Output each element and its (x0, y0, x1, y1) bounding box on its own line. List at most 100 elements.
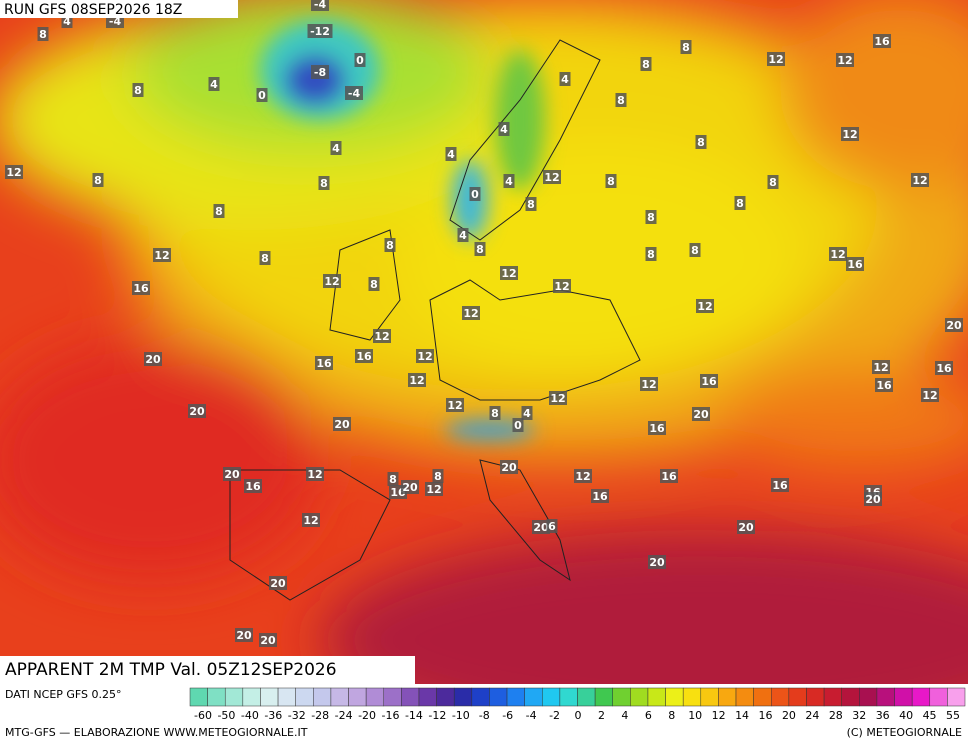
temperature-label: 8 (691, 244, 699, 257)
map-title: APPARENT 2M TMP Val. 05Z12SEP2026 (5, 660, 337, 680)
temperature-label: 4 (210, 78, 218, 91)
label-box (432, 469, 444, 483)
legend-swatch (506, 687, 525, 707)
header-box (0, 0, 238, 18)
temperature-label: 8 (647, 248, 655, 261)
temperature-label: 12 (842, 128, 857, 141)
temperature-label: 12 (409, 374, 424, 387)
legend-label: -12 (428, 709, 446, 722)
temperature-label: -4 (314, 0, 327, 11)
legend-swatch (348, 687, 367, 707)
temperature-label: 12 (417, 350, 432, 363)
label-box (864, 492, 882, 506)
temperature-label: 16 (661, 470, 677, 483)
legend-label: -6 (502, 709, 513, 722)
legend-label: 2 (598, 709, 605, 722)
title-box (0, 656, 415, 684)
temperature-label: 12 (697, 300, 712, 313)
legend-swatch (735, 687, 754, 707)
label-box (469, 187, 481, 201)
label-box (935, 361, 953, 375)
label-box (648, 555, 666, 569)
legend-label: -2 (549, 709, 560, 722)
legend-swatch (647, 687, 666, 707)
label-box (188, 404, 206, 418)
temperature-label: -12 (310, 25, 330, 38)
legend-label: -32 (288, 709, 306, 722)
temperature-label: 20 (224, 468, 240, 481)
label-box (591, 489, 609, 503)
label-box (574, 469, 592, 483)
legend-swatch (401, 687, 420, 707)
temperature-label: 20 (145, 353, 161, 366)
temperature-label: 8 (736, 197, 744, 210)
temperature-label: 12 (912, 174, 927, 187)
legend-swatch (594, 687, 613, 707)
legend-label: -36 (264, 709, 282, 722)
temperature-label: 12 (447, 399, 462, 412)
label-box (503, 174, 515, 188)
temperature-label: 12 (830, 248, 845, 261)
source: DATI NCEP GFS 0.25° (5, 688, 122, 701)
label-box (132, 83, 144, 97)
legend-label: 20 (782, 709, 796, 722)
temperature-label: 0 (471, 188, 479, 201)
label-box (311, 65, 329, 79)
legend-label: -16 (382, 709, 400, 722)
temperature-label: 12 (463, 307, 478, 320)
label-box (767, 175, 779, 189)
label-box (401, 480, 419, 494)
temperature-label: 20 (649, 556, 665, 569)
label-box (640, 57, 652, 71)
legend-swatch (436, 687, 455, 707)
temperature-label: 20 (946, 319, 962, 332)
legend-label: 8 (668, 709, 675, 722)
legend-label: 55 (946, 709, 960, 722)
legend-label: 4 (621, 709, 628, 722)
legend-label: 24 (805, 709, 819, 722)
footer-right: (C) METEOGIORNALE (847, 726, 962, 739)
label-box (425, 482, 443, 496)
label-box (512, 418, 524, 432)
label-box (333, 417, 351, 431)
color-legend: -60 -50 -40 -36 -32 -28 -24 -20 -16 -14 -12 -10 -8 -6… (189, 687, 966, 722)
label-box (543, 170, 561, 184)
label-box (259, 251, 271, 265)
legend-swatch (788, 687, 807, 707)
legend-swatch (771, 687, 790, 707)
legend-swatch (189, 687, 208, 707)
label-box (92, 173, 104, 187)
temperature-label: 20 (402, 481, 418, 494)
label-box (921, 388, 939, 402)
temperature-label: 12 (324, 275, 339, 288)
temperature-label: 12 (544, 171, 559, 184)
label-box (259, 633, 277, 647)
label-box (615, 93, 627, 107)
legend-swatch (277, 687, 296, 707)
label-box (737, 520, 755, 534)
label-box (37, 27, 49, 41)
temperature-label: 4 (505, 175, 513, 188)
label-box (846, 257, 864, 271)
temperature-label: 4 (63, 15, 71, 28)
label-box (269, 576, 287, 590)
temperature-label: 8 (682, 41, 690, 54)
label-box (408, 373, 426, 387)
temperature-label: 8 (607, 175, 615, 188)
legend-swatch (753, 687, 772, 707)
label-box (446, 398, 464, 412)
label-box (532, 520, 550, 534)
legend-swatch (418, 687, 437, 707)
legend-swatch (559, 687, 578, 707)
legend-swatch (330, 687, 349, 707)
temperature-label: 16 (592, 490, 608, 503)
label-box (474, 242, 486, 256)
label-box (841, 127, 859, 141)
temperature-label: 12 (307, 468, 322, 481)
temperature-label: 8 (39, 28, 47, 41)
label-box (384, 238, 396, 252)
temperature-label: 8 (134, 84, 142, 97)
label-box (256, 88, 268, 102)
legend-label: 10 (688, 709, 702, 722)
